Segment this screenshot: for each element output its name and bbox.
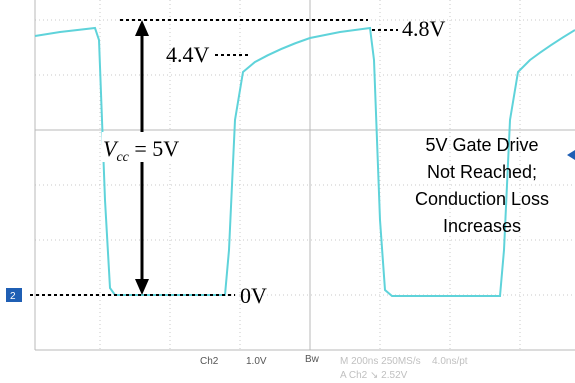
- resolution: 4.0ns/pt: [432, 356, 468, 367]
- arrow-head: [135, 20, 149, 36]
- level-label: 4.4V: [166, 42, 210, 67]
- level-label: 0V: [240, 283, 267, 308]
- timebase: M 200ns 250MS/s: [340, 356, 421, 367]
- scope-figure: 4.8V 4.4V Vcc = 5V 0V 5V Gate Drive Not …: [0, 0, 575, 383]
- vcc-value: = 5V: [129, 136, 179, 161]
- level-label: 4.8V: [402, 16, 446, 41]
- vcc-label: Vcc = 5V: [103, 136, 179, 165]
- channel-label: Ch2: [200, 356, 219, 367]
- trigger-marker: [567, 150, 575, 160]
- note-line: Increases: [443, 216, 521, 236]
- trigger: A Ch2 ↘ 2.52V: [340, 370, 408, 381]
- note-line: 5V Gate Drive: [425, 135, 538, 155]
- vcc-subscript: cc: [116, 150, 129, 165]
- volts-per-div: 1.0V: [246, 356, 267, 367]
- channel-marker: 2: [10, 291, 16, 302]
- note-line: Not Reached;: [427, 162, 537, 182]
- arrow-head: [135, 279, 149, 295]
- note-line: Conduction Loss: [415, 189, 549, 209]
- bandwidth: Bw: [305, 354, 320, 365]
